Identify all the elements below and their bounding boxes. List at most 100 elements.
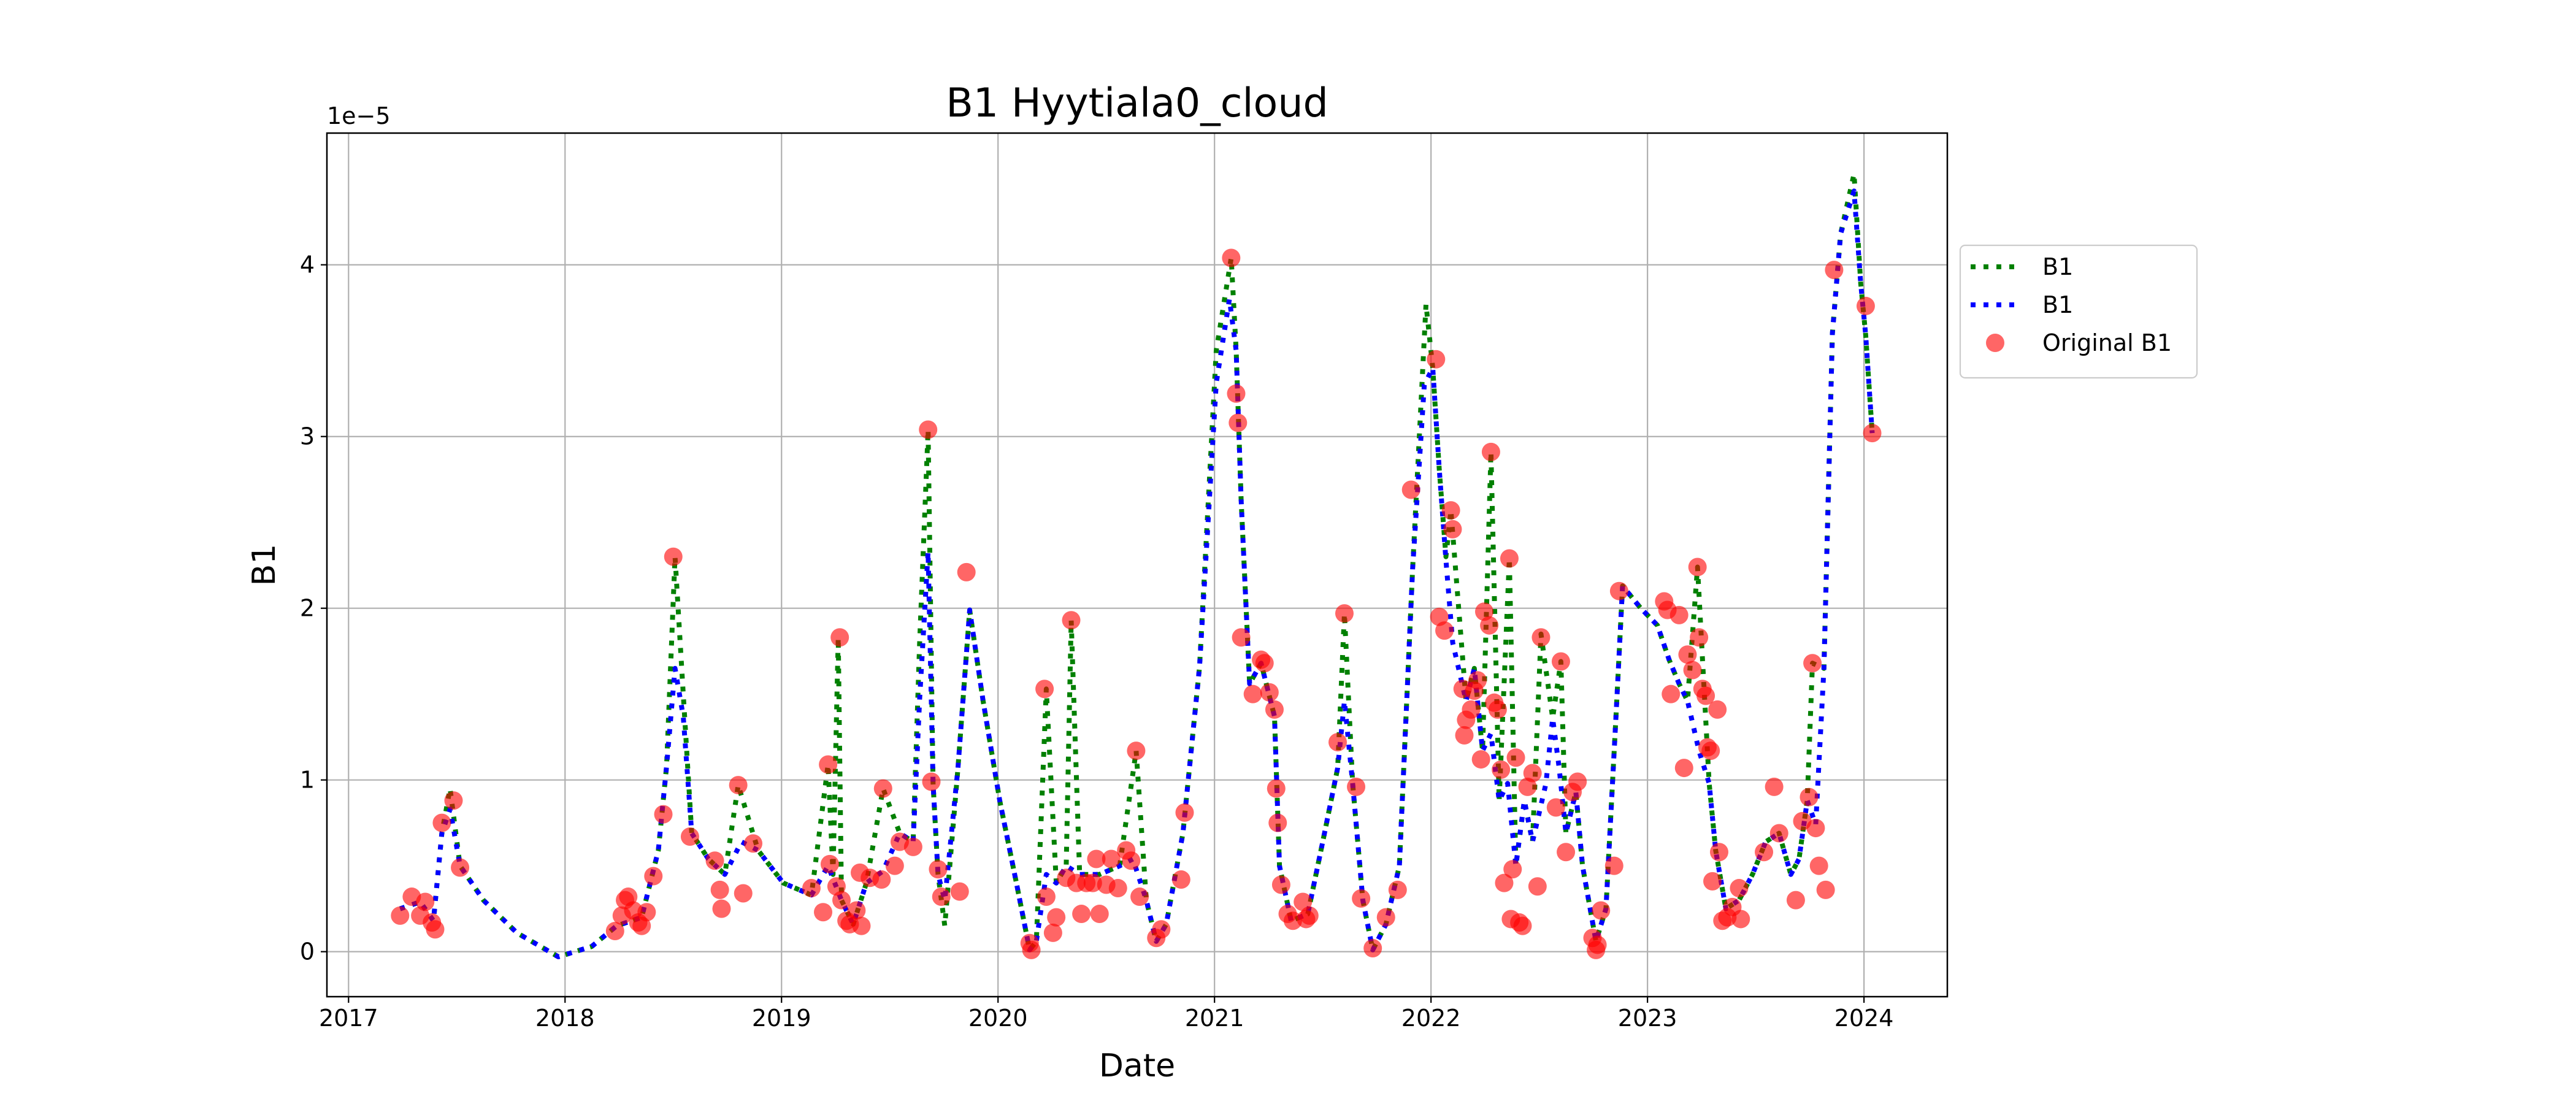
scatter-point <box>1347 777 1366 796</box>
x-tick-label: 2018 <box>535 1005 595 1032</box>
scatter-point <box>885 856 904 875</box>
scatter-point <box>814 903 833 922</box>
scatter-point <box>1047 908 1066 927</box>
scatter-point <box>1568 772 1587 791</box>
scatter-point <box>1786 891 1805 910</box>
scatter-point <box>1072 905 1091 924</box>
scatter-point <box>1769 824 1788 843</box>
scatter-point <box>1500 549 1519 568</box>
scatter-point <box>1427 350 1446 369</box>
scatter-point <box>1171 870 1190 889</box>
y-tick-label: 4 <box>300 251 315 278</box>
scatter-point <box>852 916 871 935</box>
scatter-point <box>1481 442 1500 461</box>
scatter-point <box>1755 843 1774 862</box>
scatter-point <box>1471 750 1490 769</box>
scatter-point <box>1130 887 1149 907</box>
legend-label: B1 <box>2042 253 2073 280</box>
scatter-point <box>1062 611 1081 630</box>
scatter-point <box>1863 424 1882 443</box>
scatter-point <box>1222 248 1241 267</box>
scatter-point <box>847 901 866 920</box>
scatter-point <box>1551 652 1570 671</box>
scatter-point <box>1709 843 1728 862</box>
scatter-point <box>705 851 724 870</box>
scatter-point <box>1503 860 1522 879</box>
scatter-point <box>802 879 821 898</box>
scatter-point <box>654 805 673 824</box>
scatter-point <box>1800 788 1819 807</box>
scatter-point <box>664 547 683 566</box>
scatter-point <box>1495 873 1514 892</box>
scatter-point <box>644 867 663 886</box>
scatter-point <box>1662 684 1681 703</box>
scatter-point <box>451 858 470 877</box>
scatter-point <box>1468 671 1487 690</box>
scatter-point <box>680 827 699 846</box>
scatter-point <box>1268 813 1287 832</box>
scatter-point <box>1265 700 1284 719</box>
scatter-point <box>1592 901 1611 920</box>
x-tick-label: 2024 <box>1834 1005 1894 1032</box>
scatter-point <box>1328 733 1347 752</box>
scatter-point <box>919 420 938 439</box>
line-series <box>399 188 1875 959</box>
scatter-point <box>873 779 892 798</box>
scatter-point <box>1401 480 1420 499</box>
scatter-point <box>734 884 753 903</box>
scatter-point <box>1435 621 1454 640</box>
y-tick-label: 2 <box>300 595 315 622</box>
scatter-point <box>712 899 731 918</box>
x-tick-label: 2019 <box>752 1005 811 1032</box>
scatter-point <box>1363 939 1382 958</box>
chart-title: B1 Hyytiala0_cloud <box>946 80 1328 126</box>
scatter-point <box>929 860 948 879</box>
scatter-point <box>922 772 941 791</box>
scatter-point <box>710 880 729 899</box>
scatter-point <box>1803 654 1822 673</box>
scatter-point <box>1765 777 1784 796</box>
offset-text: 1e−5 <box>327 102 391 129</box>
scatter-point <box>1688 558 1707 577</box>
scatter-point <box>1122 851 1141 870</box>
scatter-point <box>1696 686 1715 705</box>
scatter-point <box>1352 889 1371 908</box>
scatter-point <box>1267 779 1286 798</box>
x-tick-label: 2021 <box>1185 1005 1244 1032</box>
scatter-point <box>1102 849 1121 868</box>
scatter-point <box>872 870 891 889</box>
scatter-point <box>1856 296 1875 315</box>
scatter-point <box>1462 700 1481 719</box>
y-tick-label: 3 <box>300 423 315 450</box>
scatter-point <box>1513 916 1532 935</box>
scatter-point <box>391 906 410 925</box>
scatter-point <box>1175 803 1194 822</box>
scatter-point <box>1674 759 1693 778</box>
scatter-point <box>1588 935 1607 954</box>
scatter-point <box>605 922 624 941</box>
scatter-point <box>1035 680 1054 699</box>
scatter-point <box>1090 905 1109 924</box>
scatter-point <box>830 628 849 647</box>
axes-frame <box>326 132 1949 998</box>
scatter-point <box>1708 700 1727 719</box>
scatter-point <box>1703 872 1722 891</box>
scatter-point <box>1229 413 1248 432</box>
scatter-point <box>1152 920 1171 939</box>
scatter-point <box>1441 501 1460 520</box>
y-axis-label: B1 <box>246 544 283 586</box>
scatter-point <box>1271 875 1290 894</box>
scatter-point <box>1043 923 1062 942</box>
scatter-point <box>1523 764 1542 783</box>
scatter-point <box>1443 519 1462 539</box>
scatter-point <box>1806 819 1825 838</box>
scatter-point <box>1557 843 1576 862</box>
x-tick-label: 2017 <box>319 1005 378 1032</box>
scatter-point <box>1690 628 1709 647</box>
scatter-point <box>1678 645 1697 664</box>
scatter-point <box>1506 748 1525 767</box>
scatter-point <box>1294 892 1313 911</box>
